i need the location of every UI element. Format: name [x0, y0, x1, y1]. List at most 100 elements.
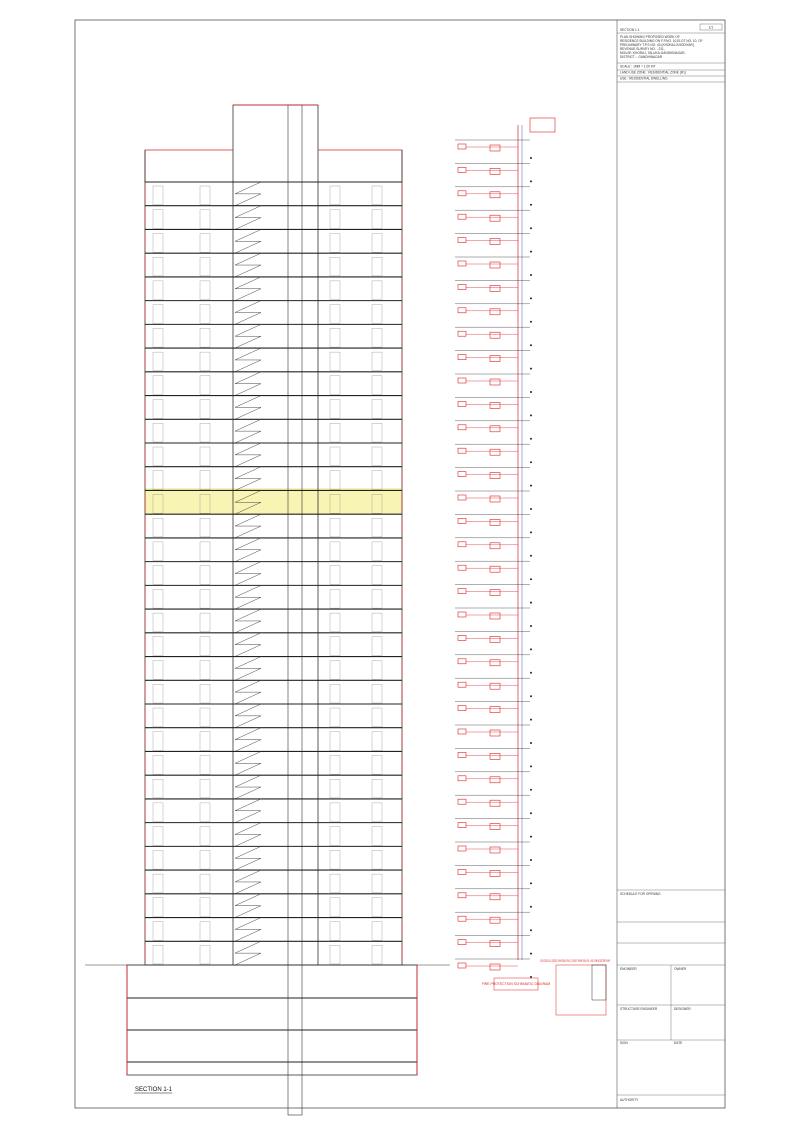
signature: SIGN: [620, 1041, 628, 1045]
door: [371, 399, 383, 419]
door: [329, 233, 341, 253]
door: [329, 945, 341, 965]
hose-reel: [457, 354, 467, 360]
signature: DATE: [674, 1041, 682, 1045]
hose-reel: [457, 915, 467, 922]
door: [371, 328, 383, 348]
door: [199, 636, 211, 656]
level-marker: [530, 976, 532, 978]
door: [329, 185, 341, 205]
door: [371, 873, 383, 893]
stair: [234, 656, 262, 681]
door: [329, 612, 341, 632]
level-marker: [530, 788, 532, 791]
hose-reel: [457, 237, 467, 243]
level-marker: [530, 882, 532, 885]
hose-reel: [457, 635, 467, 641]
door: [199, 612, 211, 632]
level-marker: [530, 929, 532, 932]
signature: DESIGNER: [674, 1007, 691, 1011]
pump-note: 2 EXISTING & 1 DIESEL PUMP 2850 LPM, 1 J…: [540, 959, 610, 963]
door: [329, 494, 341, 514]
hose-reel: [457, 213, 467, 220]
door: [152, 945, 164, 965]
door: [371, 209, 383, 229]
hydrant: [489, 823, 501, 830]
hose-reel: [457, 260, 467, 267]
door: [371, 185, 383, 205]
door: [199, 660, 211, 680]
hydrant: [489, 893, 501, 901]
sheet-border: [74, 19, 726, 1109]
door: [371, 945, 383, 965]
door: [199, 518, 211, 538]
hydrant: [489, 355, 501, 362]
hydrant: [489, 682, 501, 690]
door: [371, 304, 383, 324]
door: [329, 897, 341, 917]
door: [152, 185, 164, 205]
door: [152, 565, 164, 585]
hose-reel: [457, 658, 467, 665]
stair: [234, 252, 262, 278]
door: [152, 541, 164, 561]
hose-reel: [457, 822, 467, 828]
hose-reel: [457, 798, 467, 805]
hydrant: [489, 378, 501, 386]
sheet-title: SECTION 1-1: [620, 28, 640, 32]
door: [199, 707, 211, 727]
door: [152, 280, 164, 300]
stair: [234, 703, 262, 728]
hydrant: [489, 846, 501, 854]
door: [371, 518, 383, 538]
door: [152, 850, 164, 870]
door: [199, 731, 211, 751]
level-marker: [530, 274, 532, 276]
level-marker: [530, 835, 532, 838]
stair: [234, 561, 262, 586]
hose-reel: [457, 424, 467, 431]
door: [329, 446, 341, 466]
door: [371, 826, 383, 846]
door: [371, 731, 383, 751]
door: [329, 423, 341, 443]
hydrant: [489, 565, 501, 573]
hose-reel: [457, 471, 467, 477]
door: [152, 209, 164, 229]
hose-reel: [457, 518, 467, 524]
level-marker: [530, 157, 532, 159]
door: [199, 589, 211, 609]
signature: ENGINEER: [620, 967, 637, 971]
door: [152, 328, 164, 348]
door: [152, 826, 164, 846]
door: [329, 375, 341, 395]
door: [371, 636, 383, 656]
door: [199, 494, 211, 514]
door: [152, 494, 164, 514]
building-section: [85, 104, 450, 1116]
fire-schematic: [455, 117, 607, 1016]
description-line: PLAN SHOWING PROPOSED WORK OF: [620, 35, 680, 39]
door: [199, 470, 211, 490]
stair: [234, 585, 262, 610]
tank: [529, 117, 556, 133]
door: [329, 802, 341, 822]
stair: [234, 680, 262, 705]
stair: [234, 276, 262, 301]
level-marker: [530, 625, 532, 627]
stair: [234, 608, 262, 634]
hydrant: [489, 261, 501, 269]
door: [199, 897, 211, 917]
hose-reel: [457, 752, 467, 758]
hose-reel: [457, 330, 467, 337]
hose-reel: [457, 962, 467, 969]
door: [199, 755, 211, 775]
door: [329, 304, 341, 324]
hose-reel: [457, 892, 467, 899]
scale: SCALE : 1MM = 1.00 MT: [620, 65, 656, 69]
door: [329, 470, 341, 490]
door: [371, 233, 383, 253]
hose-reel: [457, 611, 467, 618]
door: [329, 328, 341, 348]
